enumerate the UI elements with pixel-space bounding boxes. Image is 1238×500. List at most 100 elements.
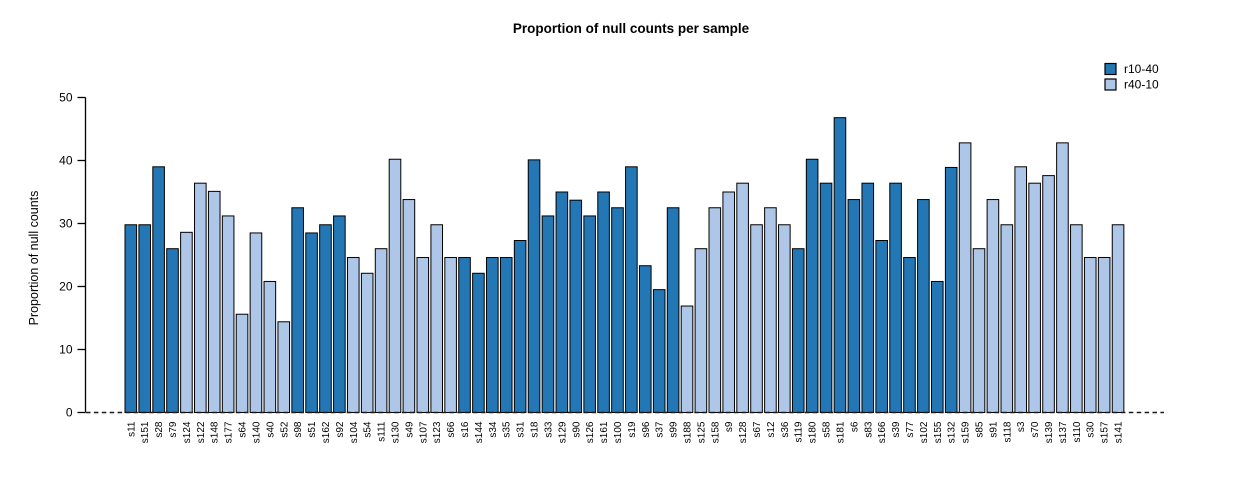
bar-s85: [972, 248, 986, 413]
bar-s118: [1000, 224, 1014, 413]
bar-s181: [833, 117, 847, 413]
x-tick-label-s40: s40: [265, 421, 276, 438]
x-tick-label-s92: s92: [335, 421, 346, 438]
bar-s132: [944, 166, 958, 413]
x-tick-label-s130: s130: [390, 421, 401, 443]
x-tick-label-s98: s98: [293, 421, 304, 438]
x-tick-label-s151: s151: [140, 421, 151, 443]
bar-s122: [194, 182, 207, 413]
x-tick-label-s67: s67: [752, 421, 763, 438]
x-tick-label-s28: s28: [154, 421, 165, 438]
bar-s155: [930, 280, 944, 413]
bar-s123: [430, 224, 444, 413]
x-tick-label-s3: s3: [1016, 421, 1027, 432]
bar-s177: [221, 215, 235, 413]
x-tick-label-s144: s144: [474, 421, 485, 443]
x-tick-label-s118: s118: [1002, 421, 1013, 442]
bar-s66: [444, 257, 457, 413]
bar-s9: [722, 191, 736, 413]
bar-s140: [249, 232, 263, 413]
x-tick-label-s12: s12: [766, 421, 777, 438]
bar-s99: [666, 207, 680, 413]
bar-s90: [569, 199, 583, 413]
x-tick-label-s158: s158: [710, 421, 721, 443]
y-axis: 0 10 20 30 40 50: [59, 91, 87, 420]
x-tick-label-s177: s177: [224, 421, 235, 443]
bar-s54: [360, 272, 374, 413]
x-tick-label-s181: s181: [835, 421, 846, 443]
bar-s52: [277, 321, 291, 413]
x-tick-label-s188: s188: [683, 421, 694, 443]
y-tick-label-40: 40: [59, 154, 73, 168]
x-tick-label-s161: s161: [599, 421, 610, 443]
y-tick-label-0: 0: [66, 406, 73, 420]
x-tick-label-s139: s139: [1044, 421, 1055, 443]
x-tick-label-s70: s70: [1030, 421, 1041, 438]
x-tick-label-s155: s155: [933, 421, 944, 443]
x-tick-label-s111: s111: [377, 421, 388, 442]
bar-s96: [638, 265, 652, 413]
x-tick-label-s33: s33: [543, 421, 554, 438]
y-tick-label-20: 20: [59, 280, 73, 294]
x-tick-label-s162: s162: [321, 421, 332, 443]
x-axis-labels: s11 s151 s28 s79 s124 s122 s148 s177 s64 s140 s40 s…: [126, 421, 1124, 443]
x-tick-label-s34: s34: [488, 421, 499, 438]
bar-s107: [416, 257, 430, 413]
bar-s157: [1097, 257, 1111, 413]
x-tick-label-s122: s122: [196, 421, 207, 443]
bar-s58: [819, 182, 833, 413]
bar-s161: [597, 191, 610, 413]
x-tick-label-s66: s66: [446, 421, 457, 438]
x-tick-label-s141: s141: [1114, 421, 1125, 443]
bar-s28: [152, 166, 165, 413]
bar-s158: [708, 207, 722, 413]
x-tick-label-s100: s100: [613, 421, 624, 443]
bar-s159: [958, 142, 972, 414]
bar-s83: [861, 182, 875, 413]
bar-s188: [680, 305, 694, 413]
bar-s77: [903, 257, 916, 413]
bar-s70: [1028, 182, 1041, 413]
x-tick-label-s159: s159: [961, 421, 972, 443]
bar-s37: [652, 289, 666, 413]
x-tick-label-s16: s16: [460, 421, 471, 438]
x-tick-label-s39: s39: [891, 421, 902, 438]
bar-s19: [625, 166, 638, 413]
bar-s36: [778, 224, 791, 413]
x-tick-label-s83: s83: [863, 421, 874, 438]
x-tick-label-s132: s132: [947, 421, 958, 443]
legend-swatch-r40-10-icon: [1104, 78, 1117, 91]
bar-s166: [875, 240, 888, 413]
x-tick-label-s123: s123: [432, 421, 443, 443]
bar-s31: [513, 240, 527, 413]
x-tick-label-s148: s148: [210, 421, 221, 443]
bar-s49: [402, 199, 416, 413]
bar-s91: [986, 199, 1000, 413]
bar-s130: [388, 158, 402, 413]
x-tick-label-s77: s77: [905, 421, 916, 438]
bar-s30: [1083, 257, 1097, 413]
bar-s11: [124, 224, 138, 413]
x-tick-label-s58: s58: [822, 421, 833, 438]
bars-group: [124, 117, 1125, 414]
x-tick-label-s137: s137: [1058, 421, 1069, 443]
bar-s34: [486, 257, 499, 413]
x-tick-label-s30: s30: [1086, 421, 1097, 438]
x-tick-label-s52: s52: [279, 421, 290, 438]
bar-s35: [499, 257, 513, 413]
bar-s6: [847, 199, 861, 413]
bar-s110: [1070, 224, 1083, 413]
bar-s18: [527, 159, 541, 413]
x-tick-label-s90: s90: [571, 421, 582, 438]
bar-s129: [555, 191, 569, 413]
bar-s12: [764, 207, 777, 413]
bar-s125: [694, 248, 708, 413]
x-tick-label-s85: s85: [975, 421, 986, 438]
x-tick-label-s104: s104: [349, 421, 360, 443]
bar-s151: [138, 224, 152, 413]
chart-title: Proportion of null counts per sample: [513, 21, 750, 36]
bar-s148: [207, 190, 221, 413]
x-tick-label-s126: s126: [585, 421, 596, 443]
y-tick-label-10: 10: [59, 343, 73, 357]
